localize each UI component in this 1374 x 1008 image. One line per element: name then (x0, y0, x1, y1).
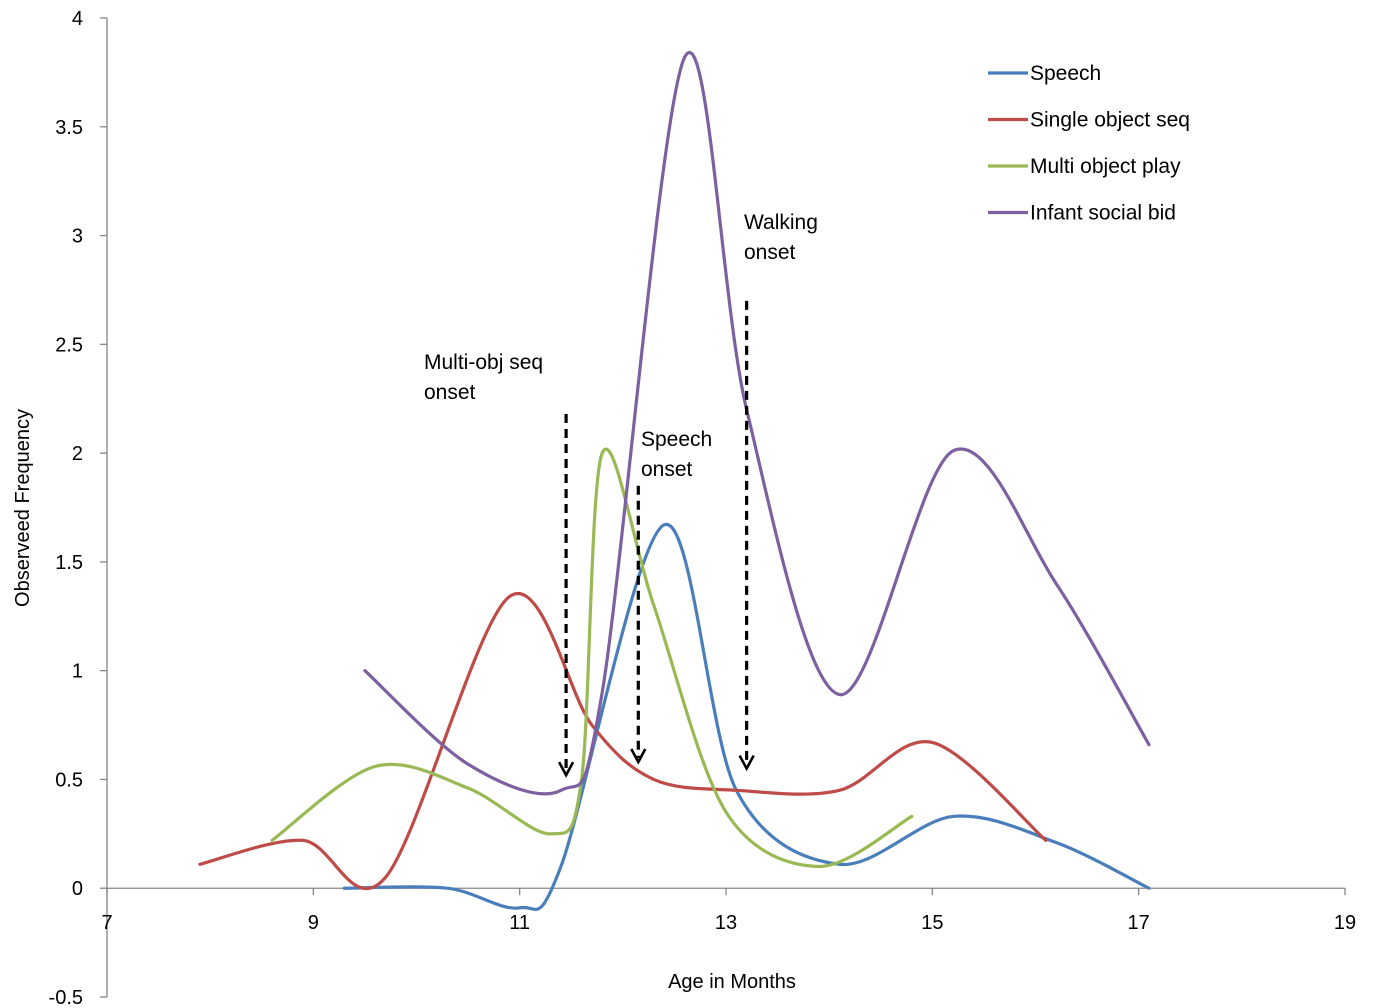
annotation-arrow-head (557, 761, 575, 778)
y-tick-label: 1.5 (55, 552, 83, 574)
legend-label: Speech (1030, 62, 1101, 85)
series-line-infant-social-bid (363, 51, 1151, 796)
series-line-speech (342, 523, 1151, 911)
annotation-label: onset (744, 241, 796, 264)
x-tick-label: 9 (308, 912, 319, 934)
x-axis-title: Age in Months (668, 971, 796, 993)
y-tick-label: 4 (72, 8, 83, 30)
y-tick-label: 1 (72, 661, 83, 683)
y-tick-label: 0 (72, 878, 83, 900)
x-tick-label: 7 (101, 912, 112, 934)
annotation-label: Walking (744, 211, 818, 234)
annotation-arrow-head (630, 748, 647, 765)
series-line-single-object-seq (198, 592, 1048, 891)
x-tick-label: 15 (921, 912, 943, 934)
legend-label: Infant social bid (1030, 202, 1176, 225)
x-tick-label: 13 (715, 912, 737, 934)
annotation-arrow-head (738, 754, 755, 772)
y-tick-label: -0.5 (49, 987, 83, 1008)
series-line-multi-object-play (270, 447, 914, 869)
y-tick-label: 2 (72, 443, 83, 465)
annotations: Multi-obj seq onset Speech onset Walking onse… (424, 211, 818, 778)
annotation-label: onset (424, 381, 476, 404)
x-tick-label: 19 (1334, 912, 1356, 934)
y-tick-label: 0.5 (55, 769, 83, 791)
legend-label: Single object seq (1030, 109, 1190, 132)
axes: -0.5 0 0.5 1 1.5 2 2.5 3 3.5 4 7 9 11 13 15 17 19 (49, 8, 1357, 1008)
series-lines (198, 51, 1151, 911)
y-axis-title: Observeed Frequency (12, 409, 34, 607)
x-tick-label: 11 (509, 912, 530, 934)
y-tick-label: 3.5 (55, 117, 83, 139)
legend-label: Multi object play (1030, 155, 1181, 178)
annotation-label: onset (641, 458, 693, 481)
legend: Speech Single object seq Multi object play… (988, 62, 1190, 225)
x-tick-label: 17 (1128, 912, 1150, 934)
annotation-label: Speech (641, 428, 712, 451)
y-tick-label: 2.5 (55, 334, 83, 356)
annotation-label: Multi-obj seq (424, 351, 543, 374)
y-tick-label: 3 (72, 226, 83, 248)
